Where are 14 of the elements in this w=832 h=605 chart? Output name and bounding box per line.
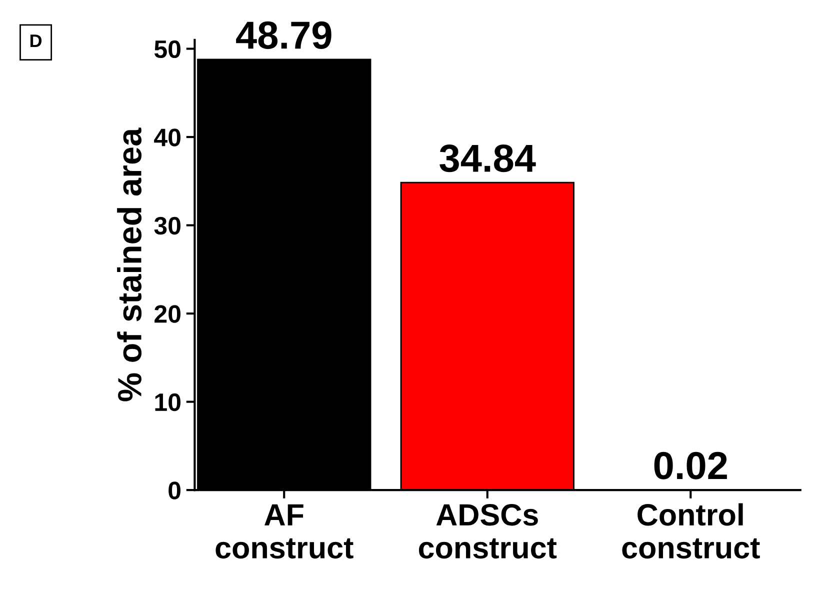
y-tick-label: 0 (168, 482, 180, 500)
y-tick-label: 40 (154, 128, 180, 146)
y-tick-label: 50 (154, 40, 180, 58)
data-label: 34.84 (440, 144, 536, 172)
data-label: 0.02 (654, 452, 727, 480)
y-tick-label: 10 (155, 393, 180, 412)
x-tick-label: Control construct (622, 503, 760, 559)
data-label: 48.79 (236, 21, 332, 49)
x-tick-label: AF construct (216, 504, 354, 559)
y-axis-title: % of stained area (117, 128, 142, 402)
y-tick-label: 30 (154, 216, 180, 235)
y-tick-label: 20 (154, 305, 180, 323)
text: D (30, 34, 42, 48)
x-tick-label: ADSCs construct (418, 504, 557, 559)
